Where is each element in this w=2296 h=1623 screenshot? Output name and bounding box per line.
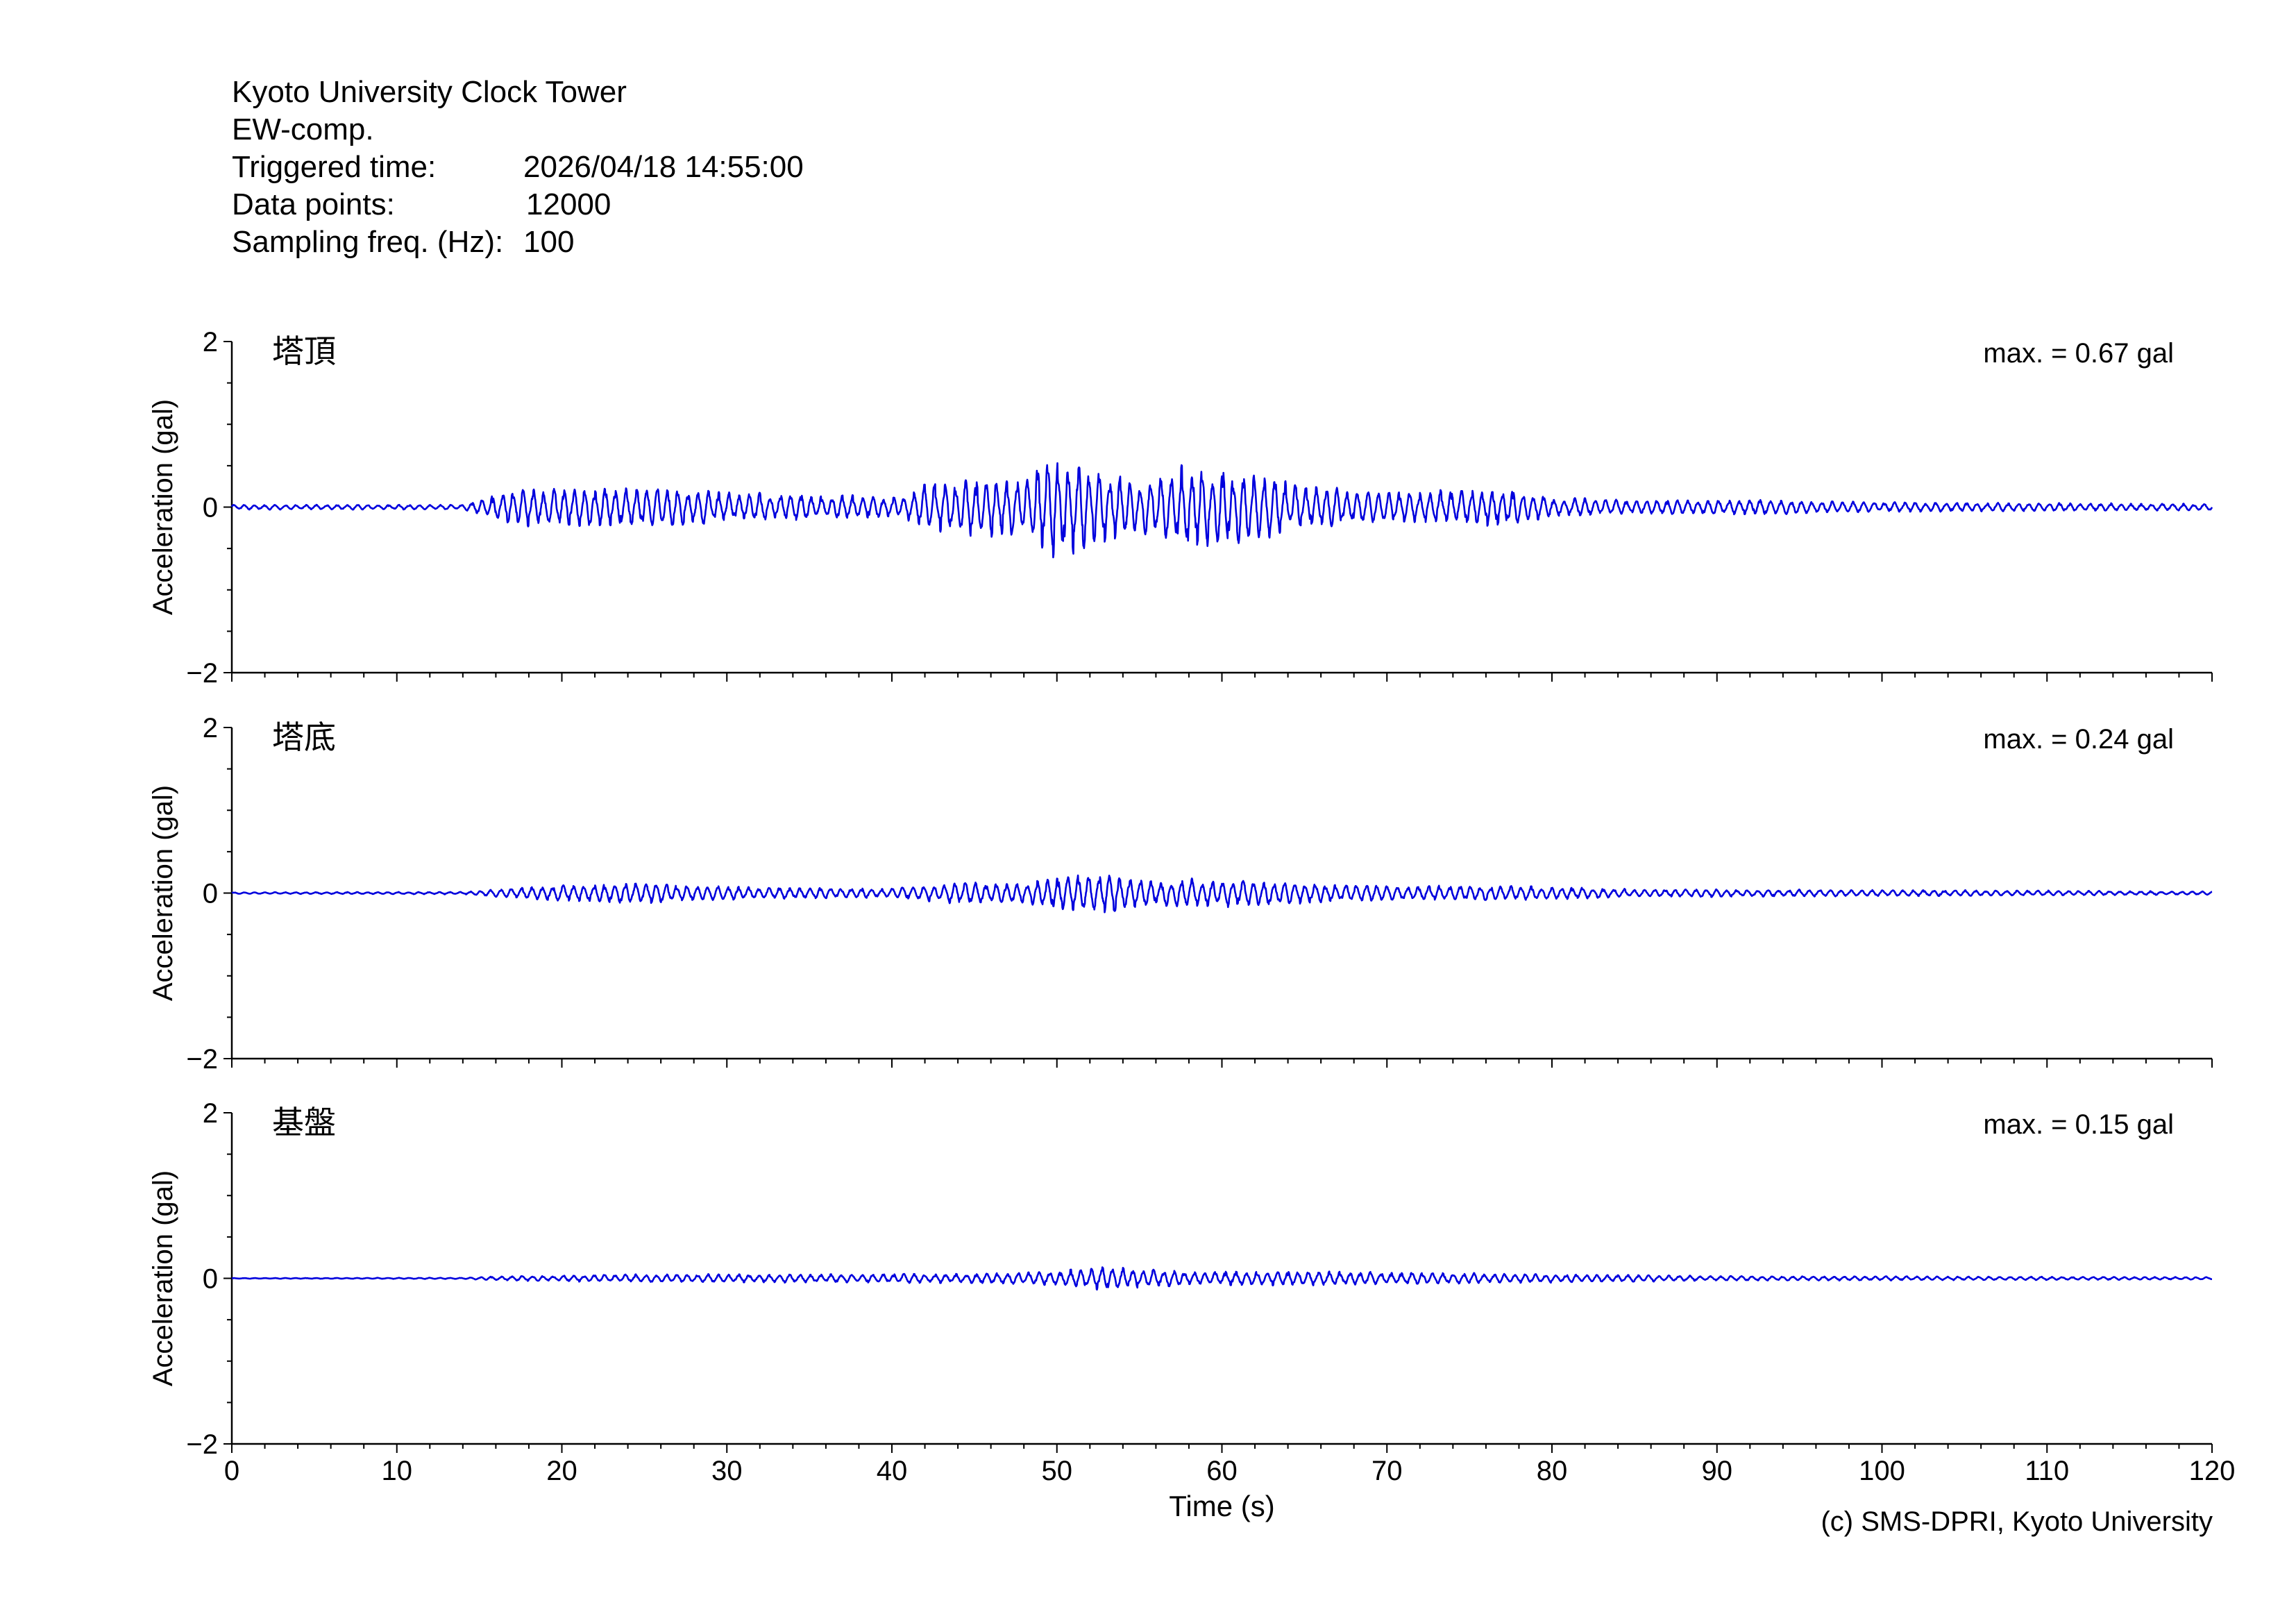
panel-2-location-label: 塔底 xyxy=(272,719,336,755)
triggered-time-value: 2026/04/18 14:55:00 xyxy=(523,150,804,184)
panel-1-y-tick-label: 2 xyxy=(203,327,218,358)
panel-1-y-tick-label: 0 xyxy=(203,493,218,523)
component-name: EW-comp. xyxy=(232,112,374,146)
panel-1-waveform-trace xyxy=(230,462,2213,559)
panel-3-waveform-trace xyxy=(231,1266,2213,1291)
x-tick-label: 40 xyxy=(877,1456,908,1486)
sampling-freq-label: Sampling freq. (Hz): xyxy=(232,225,504,259)
data-points-label: Data points: xyxy=(232,187,395,221)
triggered-time-row: Triggered time: 2026/04/18 14:55:00 xyxy=(232,149,804,186)
panel-3-y-axis-label: Acceleration (gal) xyxy=(148,1170,178,1386)
x-tick-label: 50 xyxy=(1042,1456,1073,1486)
x-tick-label: 30 xyxy=(711,1456,743,1486)
x-tick-label: 60 xyxy=(1206,1456,1238,1486)
x-tick-label: 80 xyxy=(1537,1456,1568,1486)
x-tick-label: 110 xyxy=(2025,1456,2069,1486)
data-points-row: Data points: 12000 xyxy=(232,186,804,224)
station-name: Kyoto University Clock Tower xyxy=(232,75,627,109)
panel-3-y-tick-label: 0 xyxy=(203,1264,218,1295)
x-tick-label: 120 xyxy=(2189,1456,2236,1486)
data-points-value: 12000 xyxy=(526,187,611,221)
panel-2-max-annotation: max. = 0.24 gal xyxy=(1983,724,2174,755)
panel-2-waveform-trace xyxy=(231,874,2213,914)
x-tick-label: 70 xyxy=(1371,1456,1403,1486)
sampling-freq-row: Sampling freq. (Hz): 100 xyxy=(232,224,804,261)
panel-3-y-tick-label: −2 xyxy=(186,1429,218,1460)
x-tick-label: 10 xyxy=(382,1456,413,1486)
panel-2-y-tick-label: −2 xyxy=(186,1044,218,1075)
x-tick-label: 100 xyxy=(1859,1456,1905,1486)
panel-3-y-tick-label: 2 xyxy=(203,1098,218,1129)
panel-3-max-annotation: max. = 0.15 gal xyxy=(1983,1109,2174,1140)
panel-1-location-label: 塔頂 xyxy=(272,333,336,369)
x-tick-label: 0 xyxy=(224,1456,239,1486)
x-tick-label: 90 xyxy=(1702,1456,1733,1486)
panel-2-y-tick-label: 2 xyxy=(203,713,218,743)
panel-1-y-tick-label: −2 xyxy=(186,658,218,689)
copyright-note: (c) SMS-DPRI, Kyoto University xyxy=(1821,1506,2213,1537)
x-axis-title: Time (s) xyxy=(1169,1490,1274,1522)
triggered-time-label: Triggered time: xyxy=(232,150,437,184)
panel-2-y-axis-label: Acceleration (gal) xyxy=(148,785,178,1001)
panel-2-y-tick-label: 0 xyxy=(203,879,218,909)
sampling-freq-value: 100 xyxy=(523,225,575,259)
panel-1-y-axis-label: Acceleration (gal) xyxy=(148,399,178,615)
panel-1-max-annotation: max. = 0.67 gal xyxy=(1983,338,2174,369)
panel-3-location-label: 基盤 xyxy=(272,1104,336,1141)
record-info: Kyoto University Clock Tower EW-comp. Tr… xyxy=(232,74,804,261)
x-tick-label: 20 xyxy=(546,1456,577,1486)
